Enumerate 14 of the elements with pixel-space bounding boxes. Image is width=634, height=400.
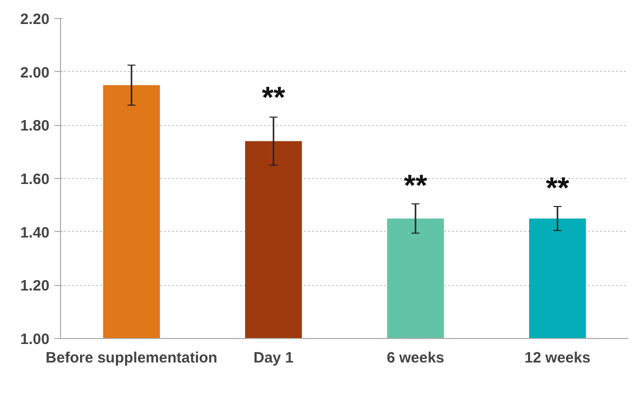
y-tick-label: 2.20 [20,11,50,28]
y-tick-label: 2.00 [20,64,50,82]
x-tick-label: 12 weeks [524,350,590,366]
annotation: ** [262,82,286,114]
annotation: ** [546,172,570,206]
y-tick-label: 1.00 [20,331,50,348]
y-tick-label: 1.80 [20,118,50,135]
x-tick-label: Before supplementation [46,350,218,366]
x-tick-label: Day 1 [253,350,294,366]
y-tick-label: 1.20 [20,278,50,295]
y-tick-label: 1.60 [20,171,50,188]
annotation: ** [404,170,428,202]
x-tick-label: 6 weeks [386,350,444,366]
y-tick-label: 1.40 [20,224,50,242]
